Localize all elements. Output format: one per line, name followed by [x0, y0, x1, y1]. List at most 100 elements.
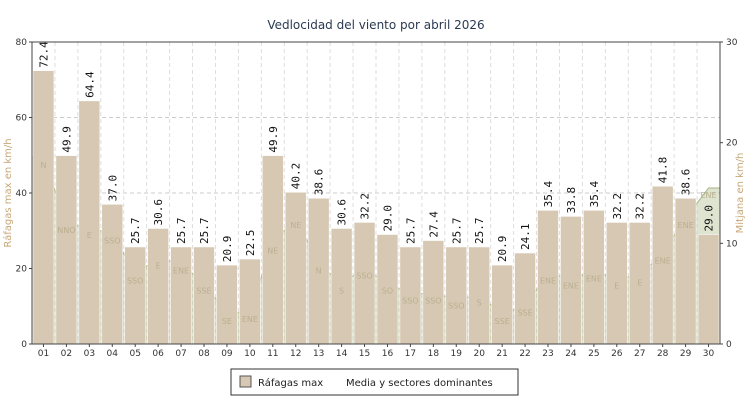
bar-value-10: 22.5 [244, 230, 257, 257]
legend-box [230, 368, 519, 396]
x-tick-label-27: 27 [634, 349, 645, 359]
x-tick-label-16: 16 [382, 349, 394, 359]
x-tick-label-01: 01 [38, 349, 49, 359]
gust-bar-21 [491, 264, 513, 345]
bar-value-01: 72.4 [37, 41, 50, 68]
bar-value-11: 49.9 [267, 126, 280, 153]
x-tick-label-17: 17 [405, 349, 416, 359]
sector-label-23: ENE [540, 277, 556, 286]
x-tick-label-20: 20 [473, 349, 485, 359]
bar-value-07: 25.7 [175, 217, 188, 244]
x-tick-label-04: 04 [107, 349, 119, 359]
bar-value-30: 29.0 [703, 205, 716, 232]
y-tick-label-right: 0 [726, 340, 732, 350]
sector-label-18: SSO [425, 297, 441, 306]
sector-label-21: SSE [495, 317, 510, 326]
sector-label-26: E [614, 282, 619, 291]
x-tick-label-12: 12 [290, 349, 301, 359]
x-tick-label-11: 11 [267, 349, 278, 359]
x-tick-label-13: 13 [313, 349, 324, 359]
bar-value-29: 38.6 [680, 169, 693, 196]
bar-value-26: 32.2 [611, 193, 624, 220]
gust-bar-07 [170, 246, 192, 345]
x-tick-label-14: 14 [336, 349, 348, 359]
x-tick-label-19: 19 [451, 349, 463, 359]
sector-label-03: E [87, 231, 92, 240]
sector-label-19: SSO [448, 302, 464, 311]
bar-value-13: 38.6 [313, 169, 326, 196]
x-tick-label-25: 25 [588, 349, 599, 359]
gust-bar-04 [101, 204, 123, 345]
bar-value-22: 24.1 [519, 224, 532, 251]
y-tick-label-left: 40 [16, 189, 28, 199]
x-tick-label-30: 30 [703, 349, 715, 359]
gust-bar-10 [239, 258, 261, 345]
x-tick-label-03: 03 [84, 349, 95, 359]
sector-label-25: ENE [586, 275, 602, 284]
axis-layer: 0 20 40 60 80 0 10 20 30 01 02 03 04 05 06 07 08 09 10 11 12… [16, 38, 738, 359]
sector-label-27: E [637, 279, 642, 288]
gust-bar-22 [514, 252, 536, 345]
gust-bar-20 [468, 246, 490, 345]
gust-bar-15 [353, 222, 376, 345]
gust-bar-09 [216, 264, 238, 345]
gust-bar-29 [674, 198, 697, 345]
bar-layer [32, 70, 720, 345]
x-tick-label-15: 15 [359, 349, 370, 359]
x-tick-label-28: 28 [657, 349, 669, 359]
y-tick-label-left: 0 [21, 340, 27, 350]
bar-value-02: 49.9 [60, 126, 73, 153]
x-tick-label-02: 02 [61, 349, 72, 359]
gust-bar-02 [55, 155, 78, 345]
legend-label-gusts: Ráfagas max [258, 377, 323, 389]
sector-label-06: E [156, 261, 161, 270]
sector-label-15: SSO [356, 272, 372, 281]
bar-value-19: 25.7 [450, 217, 463, 244]
x-tick-label-23: 23 [542, 349, 553, 359]
sector-label-08: SSE [196, 287, 211, 296]
sector-label-13: N [316, 266, 322, 275]
sector-label-20: S [477, 299, 482, 308]
y-tick-label-left: 80 [16, 38, 28, 48]
y-tick-label-left: 60 [16, 114, 28, 124]
x-tick-label-21: 21 [496, 349, 507, 359]
bar-value-16: 29.0 [381, 205, 394, 232]
bar-value-23: 35.4 [542, 180, 555, 207]
x-tick-label-08: 08 [198, 349, 210, 359]
gust-bar-12 [285, 191, 307, 345]
y-tick-label-right: 30 [726, 38, 738, 48]
sector-label-10: ENE [242, 315, 258, 324]
sector-label-09: SE [222, 317, 232, 326]
gust-bar-30 [697, 234, 720, 345]
y-axis-left-label: Ráfagas max en km/h [2, 138, 14, 247]
bar-value-08: 25.7 [198, 217, 211, 244]
gust-bar-24 [560, 216, 582, 345]
sector-label-29: ENE [678, 221, 694, 230]
sector-label-14: S [339, 287, 344, 296]
y-axis-right-label: Mitjana en km/h [735, 153, 746, 234]
bar-value-14: 30.6 [336, 199, 349, 226]
bar-value-24: 33.8 [565, 187, 578, 214]
bar-value-03: 64.4 [83, 71, 96, 98]
bar-value-17: 25.7 [404, 217, 417, 244]
chart-title: Vedlocidad del viento por abril 2026 [267, 18, 484, 32]
x-tick-label-18: 18 [428, 349, 440, 359]
sector-label-02: NNO [57, 226, 75, 235]
bar-value-09: 20.9 [221, 236, 234, 263]
gust-bar-03 [78, 100, 101, 345]
sector-label-28: ENE [655, 256, 671, 265]
sector-label-30: ENE [700, 191, 716, 200]
gust-bar-19 [445, 246, 467, 345]
sector-label-16: SO [382, 287, 393, 296]
y-tick-label-left: 20 [16, 265, 28, 275]
y-tick-label-right: 10 [726, 239, 738, 249]
x-tick-label-06: 06 [152, 349, 164, 359]
y-tick-label-right: 20 [726, 139, 738, 149]
bar-value-05: 25.7 [129, 217, 142, 244]
x-tick-label-09: 09 [221, 349, 233, 359]
bar-value-27: 32.2 [634, 193, 647, 220]
legend-swatch-gusts [239, 375, 252, 388]
x-tick-label-26: 26 [611, 349, 623, 359]
bar-value-12: 40.2 [290, 163, 303, 190]
